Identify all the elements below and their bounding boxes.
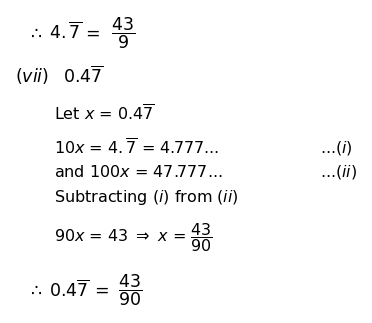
Text: $90x$ = 43 $\Rightarrow$ $x$ = $\dfrac{43}{90}$: $90x$ = 43 $\Rightarrow$ $x$ = $\dfrac{4…: [54, 221, 213, 254]
Text: Subtracting ($\mathit{i}$) from ($\mathit{ii}$): Subtracting ($\mathit{i}$) from ($\mathi…: [54, 188, 238, 207]
Text: $10x$ = $4.\overline{7}$ = 4.777...: $10x$ = $4.\overline{7}$ = 4.777...: [54, 138, 219, 158]
Text: and $100x$ = 47.777...: and $100x$ = 47.777...: [54, 164, 222, 180]
Text: $\dfrac{43}{90}$: $\dfrac{43}{90}$: [118, 273, 142, 308]
Text: ...($\mathit{i}$): ...($\mathit{i}$): [320, 139, 353, 157]
Text: $\dfrac{43}{9}$: $\dfrac{43}{9}$: [111, 15, 135, 50]
Text: $\therefore$: $\therefore$: [27, 281, 42, 299]
Text: ...($\mathit{ii}$): ...($\mathit{ii}$): [320, 163, 357, 181]
Text: $0.4\overline{7}$: $0.4\overline{7}$: [63, 66, 103, 87]
Text: $0.4\overline{7}$: $0.4\overline{7}$: [48, 279, 89, 301]
Text: $(\mathit{vii})$: $(\mathit{vii})$: [15, 66, 49, 86]
Text: Let $x$ = $0.4\overline{7}$: Let $x$ = $0.4\overline{7}$: [54, 103, 155, 123]
Text: $4.\overline{7}$: $4.\overline{7}$: [48, 22, 81, 44]
Text: $\therefore$: $\therefore$: [27, 24, 42, 42]
Text: $=$: $=$: [92, 281, 109, 299]
Text: $=$: $=$: [83, 24, 100, 42]
